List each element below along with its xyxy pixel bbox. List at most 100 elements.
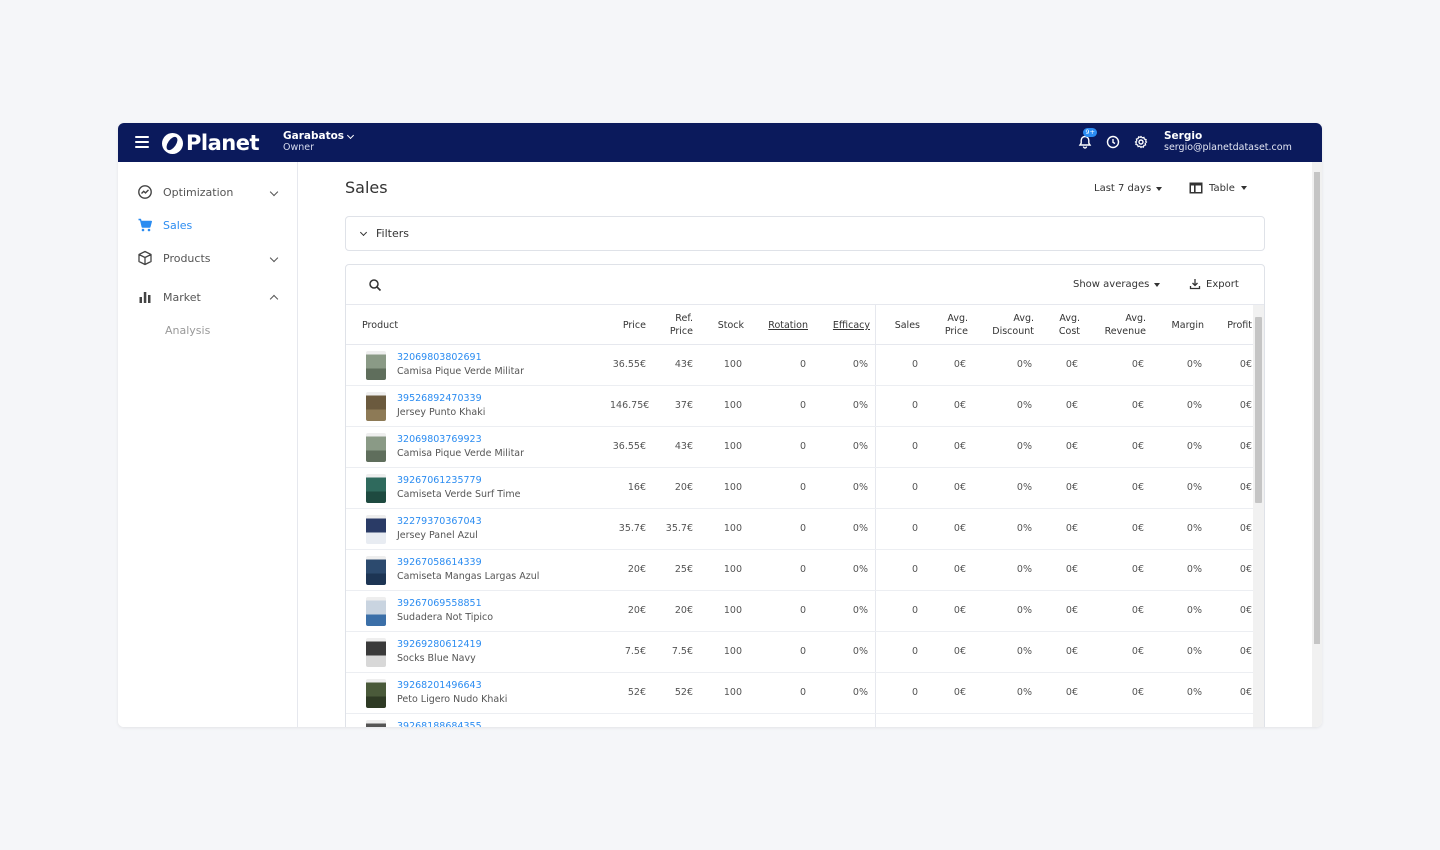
cell-avg-cost: 0€ <box>1065 523 1078 534</box>
product-thumbnail[interactable] <box>366 638 386 667</box>
column-header-rotation[interactable]: Rotation <box>768 320 808 331</box>
table-header: Product Price Ref. Price Stock Rotation E… <box>346 305 1264 345</box>
caret-down-icon <box>1240 186 1247 190</box>
column-header-avg-discount[interactable]: Avg. Discount <box>976 312 1034 338</box>
date-range-dropdown[interactable]: Last 7 days <box>1094 183 1163 194</box>
product-thumbnail[interactable] <box>366 433 386 462</box>
product-id-link[interactable]: 39268201496643 <box>397 680 482 691</box>
column-header-efficacy[interactable]: Efficacy <box>832 320 870 331</box>
page-scrollbar[interactable] <box>1312 162 1322 727</box>
cell-profit: 0€ <box>1239 441 1252 452</box>
product-thumbnail[interactable] <box>366 597 386 626</box>
column-header-ref-price[interactable]: Ref. Price <box>653 312 693 338</box>
chevron-down-icon <box>347 131 355 139</box>
search-icon[interactable] <box>368 278 382 292</box>
logo[interactable]: Planet <box>162 131 260 155</box>
cell-avg-price: 0€ <box>953 687 966 698</box>
account-selector[interactable]: Garabatos Owner <box>283 131 355 153</box>
column-header-margin[interactable]: Margin <box>1171 320 1204 331</box>
cell-avg-revenue: 0€ <box>1131 687 1144 698</box>
sidebar-subitem-analysis[interactable]: Analysis <box>165 324 211 337</box>
cell-avg-revenue: 0€ <box>1131 359 1144 370</box>
product-id-link[interactable]: 39269280612419 <box>397 639 482 650</box>
chevron-up-icon[interactable] <box>269 294 279 304</box>
table-row[interactable]: 39267061235779 Camiseta Verde Surf Time 16… <box>346 468 1264 509</box>
product-id-link[interactable]: 32069803769923 <box>397 434 482 445</box>
cell-rotation: 0 <box>799 605 806 616</box>
page-scrollbar-thumb[interactable] <box>1314 172 1320 644</box>
chevron-down-icon[interactable] <box>269 187 279 197</box>
header-line: Ref. <box>675 313 693 324</box>
sidebar-item-market[interactable]: Market <box>137 289 281 305</box>
cell-avg-revenue: 0€ <box>1131 523 1144 534</box>
product-thumbnail[interactable] <box>366 392 386 421</box>
cell-avg-discount: 0% <box>1016 523 1032 534</box>
column-header-product[interactable]: Product <box>362 320 399 331</box>
product-id-link[interactable]: 32279370367043 <box>397 516 482 527</box>
top-bar: Planet Garabatos Owner 9+ Sergio sergio@… <box>118 123 1322 162</box>
product-id-link[interactable]: 39267069558851 <box>397 598 482 609</box>
cell-avg-discount: 0% <box>1016 605 1032 616</box>
cell-efficacy: 0% <box>852 482 868 493</box>
cell-efficacy: 0% <box>852 400 868 411</box>
view-mode-dropdown[interactable]: Table <box>1189 182 1247 194</box>
menu-icon[interactable] <box>135 136 149 148</box>
table-row[interactable]: 39269280612419 Socks Blue Navy 7.5€ 7.5€ 100… <box>346 632 1264 673</box>
cell-rotation: 0 <box>799 646 806 657</box>
product-thumbnail[interactable] <box>366 474 386 503</box>
product-id-link[interactable]: 32069803802691 <box>397 352 482 363</box>
user-menu[interactable]: Sergio sergio@planetdataset.com <box>1164 131 1292 154</box>
cell-avg-price: 0€ <box>953 400 966 411</box>
table-row[interactable]: 39268201496643 Peto Ligero Nudo Khaki 52€ 5… <box>346 673 1264 714</box>
cell-avg-price: 0€ <box>953 523 966 534</box>
table-row[interactable]: 39267069558851 Sudadera Not Tipico 20€ 20€ 1… <box>346 591 1264 632</box>
show-averages-dropdown[interactable]: Show averages <box>1073 279 1161 290</box>
table-scrollbar-thumb[interactable] <box>1255 317 1262 503</box>
product-thumbnail[interactable] <box>366 679 386 708</box>
sidebar-item-sales[interactable]: Sales <box>137 217 281 233</box>
table-row[interactable]: 39267058614339 Camiseta Mangas Largas Azu… <box>346 550 1264 591</box>
cell-sales: 0 <box>911 687 918 698</box>
chevron-down-icon[interactable] <box>269 253 279 263</box>
cell-stock: 100 <box>723 523 742 534</box>
product-id-link[interactable]: 39526892470339 <box>397 393 482 404</box>
sidebar-item-products[interactable]: Products <box>137 250 281 266</box>
gear-icon[interactable] <box>1132 133 1150 151</box>
export-button[interactable]: Export <box>1189 278 1239 290</box>
product-thumbnail[interactable] <box>366 351 386 380</box>
cell-margin: 0% <box>1186 400 1202 411</box>
product-thumbnail[interactable] <box>366 556 386 585</box>
account-role: Owner <box>283 142 315 153</box>
product-id-link[interactable]: 39267061235779 <box>397 475 482 486</box>
cell-avg-discount: 0% <box>1016 400 1032 411</box>
app-window: Planet Garabatos Owner 9+ Sergio sergio@… <box>118 123 1322 727</box>
clock-icon[interactable] <box>1104 133 1122 151</box>
column-header-profit[interactable]: Profit <box>1227 320 1252 331</box>
table-scrollbar[interactable] <box>1253 305 1264 727</box>
cell-avg-discount: 0% <box>1016 564 1032 575</box>
table-row[interactable]: 39526892470339 Jersey Punto Khaki 146.75€ 3… <box>346 386 1264 427</box>
table-row[interactable]: 39268188684355 <box>346 714 1264 727</box>
column-header-sales[interactable]: Sales <box>894 320 920 331</box>
bell-icon[interactable]: 9+ <box>1076 128 1097 151</box>
cell-efficacy: 0% <box>852 441 868 452</box>
column-header-avg-revenue[interactable]: Avg. Revenue <box>1088 312 1146 338</box>
table-row[interactable]: 32069803769923 Camisa Pique Verde Militar… <box>346 427 1264 468</box>
table-row[interactable]: 32069803802691 Camisa Pique Verde Militar… <box>346 345 1264 386</box>
sidebar-item-optimization[interactable]: Optimization <box>137 184 281 200</box>
product-id-link[interactable]: 39267058614339 <box>397 557 482 568</box>
column-header-stock[interactable]: Stock <box>717 320 744 331</box>
column-header-avg-cost[interactable]: Avg. Cost <box>1042 312 1080 338</box>
table-toolbar: Show averages Export <box>346 265 1264 305</box>
cell-ref: 20€ <box>674 605 693 616</box>
table-row[interactable]: 32279370367043 Jersey Panel Azul 35.7€ 35.7… <box>346 509 1264 550</box>
filters-toggle[interactable]: Filters <box>345 216 1265 251</box>
product-thumbnail[interactable] <box>366 720 386 727</box>
product-id-link[interactable]: 39268188684355 <box>397 721 482 727</box>
column-header-price[interactable]: Price <box>622 320 646 331</box>
column-header-avg-price[interactable]: Avg. Price <box>926 312 968 338</box>
product-thumbnail[interactable] <box>366 515 386 544</box>
header-line: Price <box>944 326 968 337</box>
cell-margin: 0% <box>1186 564 1202 575</box>
cell-price: 20€ <box>627 564 646 575</box>
